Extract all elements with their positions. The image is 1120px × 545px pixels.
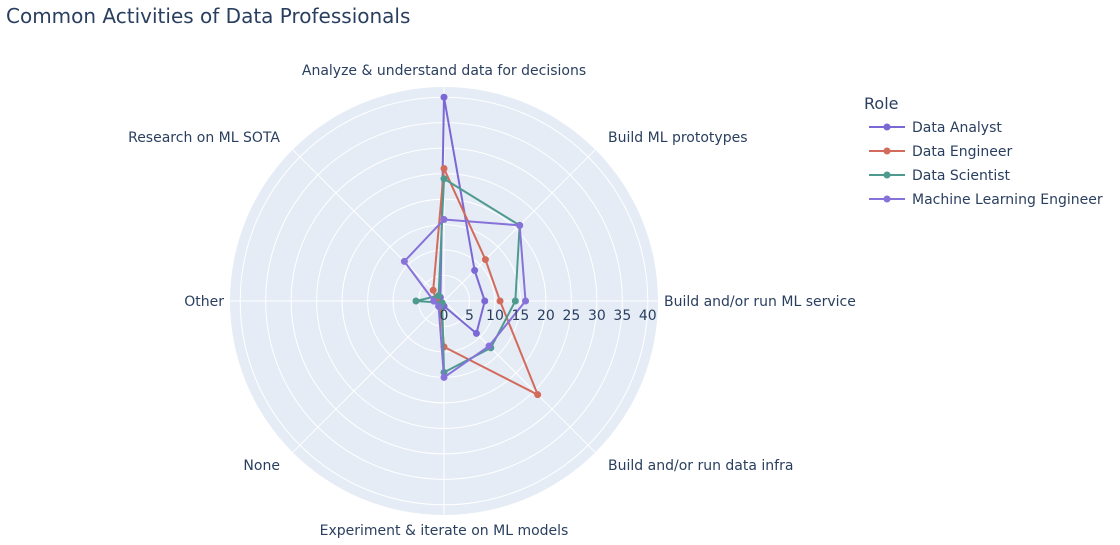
data-point bbox=[440, 215, 448, 223]
category-labels: Analyze & understand data for decisions B… bbox=[128, 63, 856, 539]
series-layer bbox=[400, 93, 542, 399]
radial-tick-label: 25 bbox=[562, 308, 580, 324]
data-point bbox=[440, 373, 448, 381]
data-point bbox=[430, 297, 438, 305]
data-point bbox=[534, 391, 542, 399]
data-point bbox=[511, 297, 519, 305]
data-point bbox=[429, 286, 437, 294]
series-machine-learning-engineer bbox=[400, 215, 530, 381]
data-point bbox=[481, 297, 489, 305]
legend-item[interactable]: Data Analyst bbox=[869, 120, 1002, 136]
legend-item[interactable]: Machine Learning Engineer bbox=[869, 192, 1103, 208]
legend-label: Data Analyst bbox=[912, 120, 1002, 136]
legend-swatch-marker bbox=[883, 171, 891, 179]
legend-item[interactable]: Data Engineer bbox=[869, 144, 1012, 160]
radial-tick-label: 30 bbox=[588, 308, 606, 324]
data-point bbox=[440, 93, 448, 101]
legend-label: Machine Learning Engineer bbox=[912, 192, 1103, 208]
data-point bbox=[435, 292, 443, 300]
data-point bbox=[440, 175, 448, 183]
grid-spoke bbox=[292, 300, 445, 453]
legend-swatch-marker bbox=[883, 195, 891, 203]
category-label: Build and/or run data infra bbox=[608, 458, 793, 474]
legend-swatch-marker bbox=[883, 147, 891, 155]
data-point bbox=[485, 342, 493, 350]
data-point bbox=[516, 221, 524, 229]
data-point bbox=[400, 257, 408, 265]
data-point bbox=[522, 297, 530, 305]
radial-tick-label: 35 bbox=[613, 308, 631, 324]
legend-label: Data Scientist bbox=[912, 168, 1011, 184]
grid-spoke bbox=[292, 149, 445, 302]
radial-tick-label: 10 bbox=[486, 308, 504, 324]
data-point bbox=[481, 256, 489, 264]
category-label: Analyze & understand data for decisions bbox=[302, 63, 586, 79]
legend-label: Data Engineer bbox=[912, 144, 1012, 160]
category-label: Build and/or run ML service bbox=[664, 294, 856, 310]
legend: Role Data Analyst Data Engineer Data Scien… bbox=[864, 94, 1103, 208]
category-label: Experiment & iterate on ML models bbox=[320, 523, 569, 539]
data-point bbox=[435, 302, 443, 310]
data-point bbox=[412, 297, 420, 305]
category-label: Research on ML SOTA bbox=[128, 130, 280, 146]
data-point bbox=[471, 266, 479, 274]
category-label: Build ML prototypes bbox=[608, 130, 747, 146]
category-label: None bbox=[243, 458, 280, 474]
category-label: Other bbox=[184, 294, 224, 310]
legend-swatch-marker bbox=[883, 123, 891, 131]
radial-tick-label: 5 bbox=[465, 308, 474, 324]
radial-tick-label: 20 bbox=[537, 308, 555, 324]
legend-title: Role bbox=[864, 94, 898, 113]
data-point bbox=[472, 329, 480, 337]
data-point bbox=[496, 297, 504, 305]
legend-item[interactable]: Data Scientist bbox=[869, 168, 1011, 184]
chart-title: Common Activities of Data Professionals bbox=[6, 4, 410, 28]
radial-tick-label: 15 bbox=[512, 308, 530, 324]
radial-tick-label: 0 bbox=[440, 308, 449, 324]
data-point bbox=[440, 165, 448, 173]
radial-ticks: 0 5 10 15 20 25 30 35 40 bbox=[440, 308, 657, 324]
radial-tick-label: 40 bbox=[639, 308, 657, 324]
